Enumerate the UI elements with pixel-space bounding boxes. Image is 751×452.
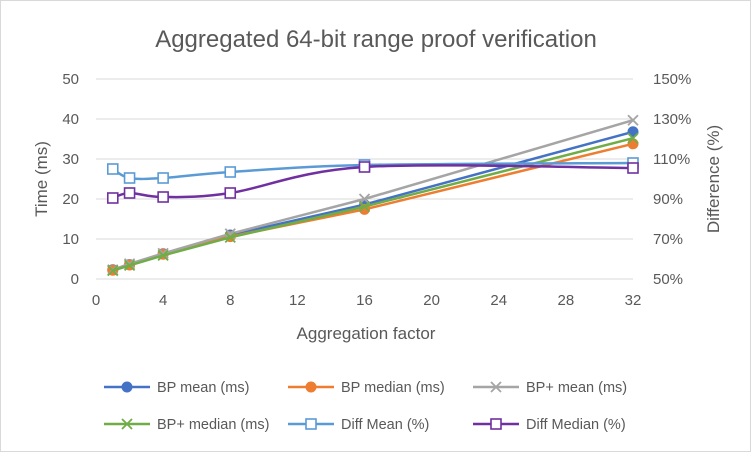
data-point [358,161,371,173]
data-point [157,191,169,203]
legend-item: BP+ median (ms) [104,417,269,433]
series-bp-median-ms [107,132,639,277]
legend-marker [305,418,317,430]
y2-tick-label: 110% [653,151,690,168]
x-tick-label: 8 [226,292,234,309]
y-tick-label: 10 [62,231,79,248]
x-tick-label: 16 [356,292,373,309]
data-point [224,166,237,178]
data-point [107,264,119,277]
legend-label: BP median (ms) [341,380,445,396]
x-tick-label: 4 [159,292,167,309]
legend-marker [490,381,502,393]
legend-item: BP+ mean (ms) [473,380,627,396]
series-line [112,136,634,272]
x-tick-label: 24 [490,292,507,309]
y-tick-label: 0 [71,271,79,288]
series-bp-mean-ms [107,114,639,276]
legend-label: BP+ median (ms) [157,417,269,433]
series-line [112,164,634,200]
data-point [157,172,169,184]
legend-marker [121,381,133,393]
y-axis-title: Time (ms) [32,141,51,217]
x-tick-label: 32 [625,292,642,309]
data-point [224,231,236,244]
series-layer [106,114,639,277]
data-point [123,172,136,184]
legend-label: Diff Mean (%) [341,417,429,433]
y-tick-label: 30 [62,151,79,168]
data-point [627,162,639,174]
legend-label: Diff Median (%) [526,417,626,433]
legend-item: Diff Median (%) [473,417,626,433]
legend-label: BP mean (ms) [157,380,249,396]
series-bp-mean-ms [107,126,639,276]
y2-axis-title: Difference (%) [704,125,723,233]
chart-title: Aggregated 64-bit range proof verificati… [155,26,597,53]
gridlines [96,78,633,240]
y-tick-label: 40 [62,111,79,128]
x-tick-label: 12 [289,292,306,309]
data-point [224,187,237,199]
legend-marker [490,418,502,430]
x-tick-label: 0 [92,292,100,309]
data-point [123,259,136,272]
y2-tick-label: 70% [653,231,683,248]
legend-item: BP median (ms) [288,380,445,396]
data-point [157,249,169,262]
data-point [627,126,639,138]
y2-tick-label: 150% [653,71,691,88]
legend-marker [121,418,133,430]
data-point [627,132,639,144]
x-tick-label: 28 [558,292,575,309]
legend-item: BP mean (ms) [104,380,249,396]
series-line [112,119,634,271]
series-diff-median [106,161,639,204]
legend-marker [305,381,317,393]
data-point [627,114,639,126]
x-tick-label: 20 [423,292,440,309]
y2-tick-label: 50% [653,271,683,288]
legend-label: BP+ mean (ms) [526,380,627,396]
y2-tick-label: 90% [653,191,683,208]
y-tick-label: 50 [62,71,79,88]
x-axis-title: Aggregation factor [297,324,436,343]
legend: BP mean (ms) BP median (ms) BP+ mean (ms) B… [104,380,627,433]
y-tick-label: 20 [62,191,79,208]
data-point [106,192,119,204]
data-point [358,200,371,213]
data-point [106,163,119,175]
y2-tick-label: 130% [653,111,691,128]
axes: 0 10 20 30 40 50 50% 70% 90% 110% 130% 150% 0 4 8 12 16 2… [62,71,691,309]
data-point [123,187,136,199]
legend-item: Diff Mean (%) [288,417,429,433]
